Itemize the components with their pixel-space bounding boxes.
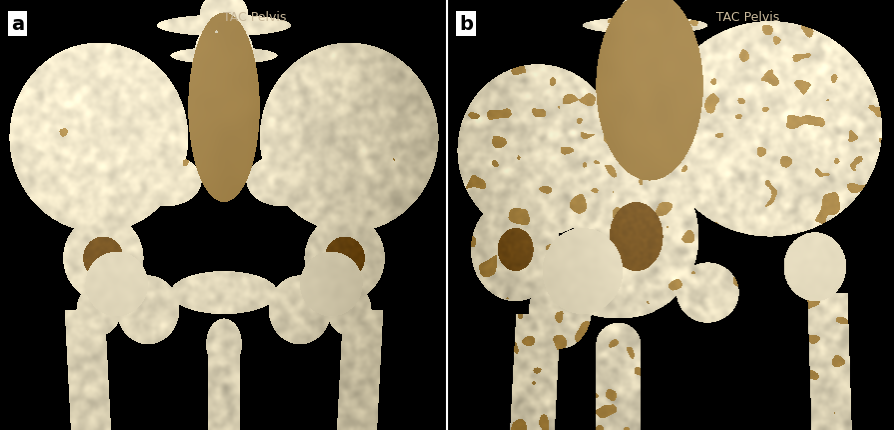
Text: TAC Pelvis: TAC Pelvis: [715, 11, 779, 24]
Text: b: b: [459, 15, 473, 34]
Text: TAC Pelvis: TAC Pelvis: [224, 11, 287, 24]
Text: a: a: [11, 15, 24, 34]
